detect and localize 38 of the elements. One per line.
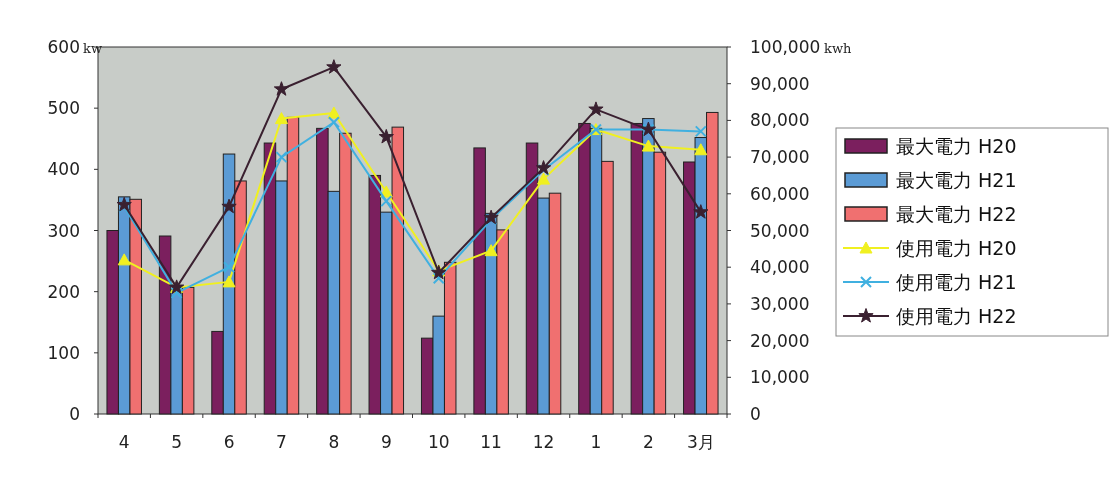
legend-label: 最大電力 H20 <box>896 135 1017 157</box>
legend-label: 最大電力 H21 <box>896 169 1017 191</box>
y2-tick-label: 60,000 <box>750 183 810 204</box>
x-tick-label: 10 <box>427 432 450 452</box>
y-tick-label: 0 <box>69 404 80 424</box>
y2-tick-label: 10,000 <box>750 367 810 388</box>
x-tick-label: 4 <box>118 432 130 452</box>
legend-label: 最大電力 H22 <box>896 203 1017 225</box>
legend-label: 使用電力 H22 <box>896 305 1017 327</box>
y2-axis-title: kwh <box>824 41 852 56</box>
legend-label: 使用電力 H21 <box>896 271 1017 293</box>
y-tick-label: 600 <box>47 37 80 57</box>
x-tick-label: 11 <box>480 432 502 452</box>
y-tick-label: 400 <box>47 159 80 180</box>
x-tick-label: 7 <box>276 432 287 452</box>
y-tick-label: 300 <box>47 220 80 241</box>
y-tick-label: 100 <box>47 342 80 363</box>
x-tick-label: 1 <box>590 432 602 452</box>
y-tick-label: 500 <box>47 98 80 119</box>
y2-tick-label: 30,000 <box>750 293 810 314</box>
y2-tick-label: 0 <box>750 404 761 424</box>
y2-tick-label: 70,000 <box>750 147 810 168</box>
x-tick-label: 2 <box>642 432 654 452</box>
x-tick-label: 8 <box>328 432 340 452</box>
y2-tick-label: 40,000 <box>750 257 810 278</box>
x-tick-label: 6 <box>223 432 235 452</box>
x-tick-label: 12 <box>532 432 555 452</box>
y-tick-label: 200 <box>47 281 80 302</box>
x-tick-label: 9 <box>380 432 392 452</box>
y2-tick-label: 50,000 <box>750 220 810 241</box>
legend-label: 使用電力 H20 <box>896 237 1017 259</box>
x-tick-label: 3月 <box>686 432 715 452</box>
x-tick-label: 5 <box>171 432 183 452</box>
y2-tick-label: 80,000 <box>750 110 810 131</box>
y2-tick-label: 90,000 <box>750 73 810 94</box>
y-axis-title: kw <box>83 41 103 56</box>
y2-tick-label: 100,000 <box>750 37 821 57</box>
y2-tick-label: 20,000 <box>750 330 810 351</box>
